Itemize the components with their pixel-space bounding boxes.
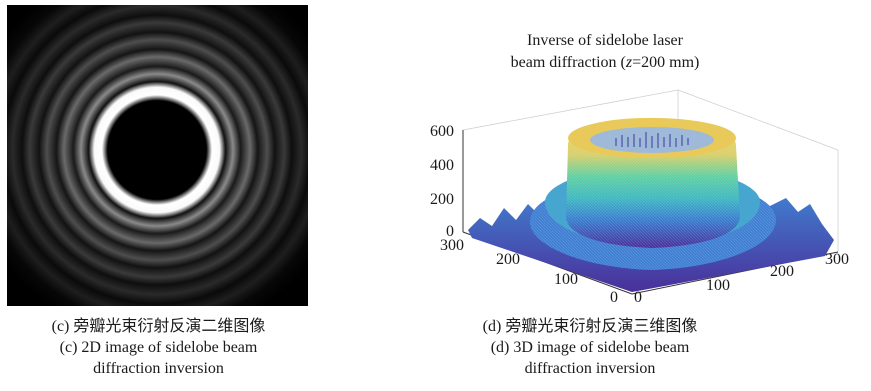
x-axis-ticks: 0 100 200 300 [634, 251, 849, 306]
x-tick: 200 [770, 263, 794, 280]
z-tick: 0 [446, 223, 454, 240]
surface-3d-plot: 600 400 200 0 300 200 100 0 0 100 200 30… [430, 89, 849, 306]
caption-3d-zh: (d) 旁瓣光束衍射反演三维图像 [482, 318, 698, 335]
x-tick: 100 [706, 277, 730, 294]
x-tick: 300 [825, 251, 849, 268]
y-tick: 200 [496, 251, 520, 268]
caption-2d-zh: (c) 旁瓣光束衍射反演二维图像 [51, 318, 266, 335]
caption-3d: (d) 旁瓣光束衍射反演三维图像 (d) 3D image of sidelob… [380, 316, 800, 379]
y-tick: 0 [610, 289, 618, 306]
caption-2d: (c) 旁瓣光束衍射反演二维图像 (c) 2D image of sidelob… [0, 316, 317, 379]
diffraction-2d-image [7, 5, 308, 306]
caption-3d-en-1: (d) 3D image of sidelobe beam [490, 339, 690, 356]
caption-2d-en-2: diffraction inversion [93, 360, 224, 377]
z-tick: 400 [430, 157, 454, 174]
y-axis-ticks: 300 200 100 0 [440, 237, 618, 306]
y-tick: 300 [440, 237, 464, 254]
plot-title-line-1: Inverse of sidelobe laser [527, 32, 683, 49]
z-axis-ticks: 600 400 200 0 [430, 123, 454, 240]
panel-2d-image [0, 0, 308, 391]
caption-2d-en-1: (c) 2D image of sidelobe beam [59, 339, 258, 356]
surface-center-spikes [615, 132, 689, 148]
x-tick: 0 [634, 289, 642, 306]
caption-3d-en-2: diffraction inversion [524, 360, 656, 377]
z-tick: 600 [430, 123, 454, 140]
y-tick: 100 [554, 271, 578, 288]
plot-title: Inverse of sidelobe laser beam diffracti… [470, 30, 740, 74]
z-tick: 200 [430, 191, 454, 208]
plot-title-line-2: beam diffraction (z=200 mm) [510, 54, 700, 71]
